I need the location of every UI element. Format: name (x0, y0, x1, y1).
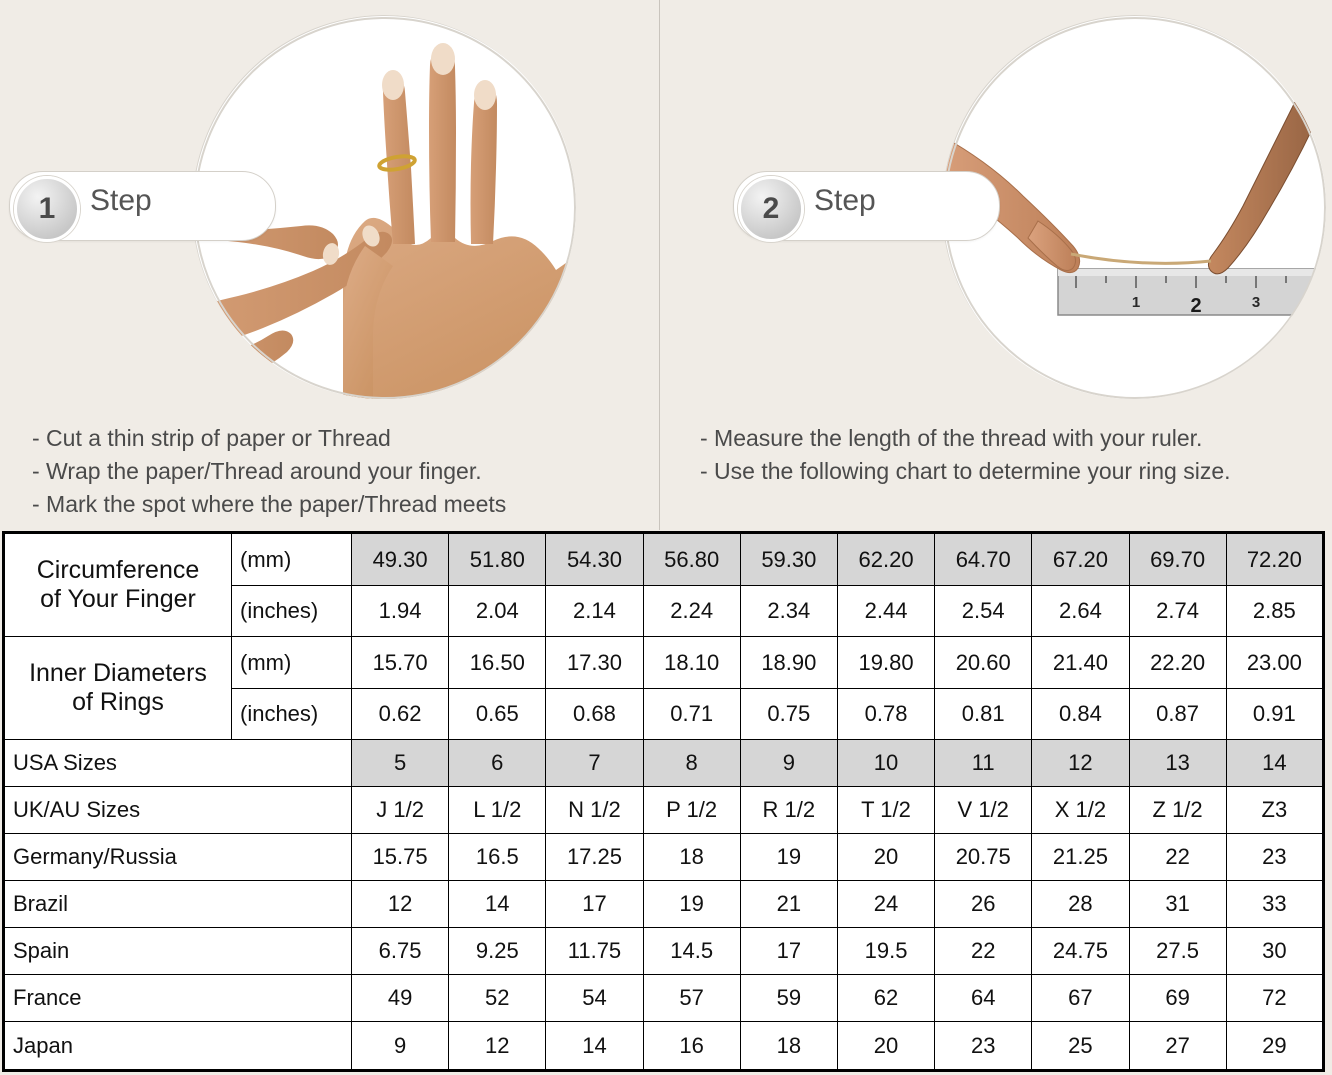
svg-text:3: 3 (1252, 294, 1260, 311)
svg-text:2: 2 (1190, 295, 1201, 317)
svg-text:1: 1 (1132, 294, 1140, 311)
